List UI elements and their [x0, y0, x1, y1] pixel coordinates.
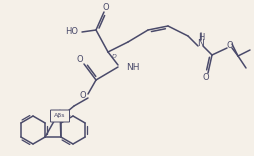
- Text: D: D: [112, 54, 116, 59]
- Text: O: O: [80, 92, 86, 100]
- Text: Aβs: Aβs: [54, 114, 66, 119]
- Text: O: O: [227, 41, 233, 49]
- FancyBboxPatch shape: [51, 110, 70, 122]
- Text: H: H: [198, 34, 204, 42]
- Text: HO: HO: [65, 27, 78, 37]
- Text: O: O: [103, 2, 109, 12]
- Text: O: O: [203, 73, 209, 83]
- Text: O: O: [77, 56, 83, 64]
- Text: NH: NH: [126, 63, 139, 71]
- Text: N: N: [198, 39, 204, 49]
